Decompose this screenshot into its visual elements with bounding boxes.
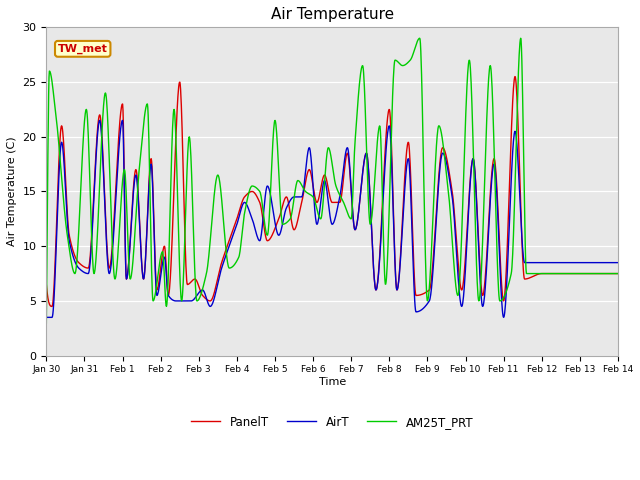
AM25T_PRT <box>614 271 622 276</box>
PanelT <box>614 271 622 276</box>
AM25T_PRT <box>87 202 95 207</box>
AM25T_PRT <box>416 36 424 41</box>
AM25T_PRT <box>297 180 305 186</box>
AirT <box>110 222 118 228</box>
AM25T_PRT <box>285 217 292 223</box>
AM25T_PRT <box>110 269 118 275</box>
Line: AM25T_PRT: AM25T_PRT <box>46 38 618 323</box>
AirT <box>614 260 622 265</box>
PanelT <box>42 282 50 288</box>
PanelT <box>110 213 118 219</box>
Line: PanelT: PanelT <box>46 77 618 306</box>
Line: AirT: AirT <box>46 120 618 317</box>
AirT <box>368 236 376 241</box>
PanelT <box>285 204 293 210</box>
AirT <box>87 254 95 260</box>
PanelT <box>368 236 376 241</box>
AirT <box>285 199 293 205</box>
AM25T_PRT <box>368 216 376 222</box>
X-axis label: Time: Time <box>319 377 346 387</box>
AM25T_PRT <box>42 320 50 326</box>
AirT <box>307 159 315 165</box>
PanelT <box>48 303 56 309</box>
AM25T_PRT <box>307 192 315 198</box>
PanelT <box>511 74 519 80</box>
AirT <box>96 118 104 123</box>
AirT <box>297 194 305 200</box>
Text: TW_met: TW_met <box>58 44 108 54</box>
Legend: PanelT, AirT, AM25T_PRT: PanelT, AirT, AM25T_PRT <box>186 411 478 433</box>
PanelT <box>307 173 315 179</box>
PanelT <box>87 244 95 250</box>
Y-axis label: Air Temperature (C): Air Temperature (C) <box>7 137 17 246</box>
AirT <box>42 314 50 320</box>
Title: Air Temperature: Air Temperature <box>271 7 394 22</box>
PanelT <box>297 202 305 208</box>
